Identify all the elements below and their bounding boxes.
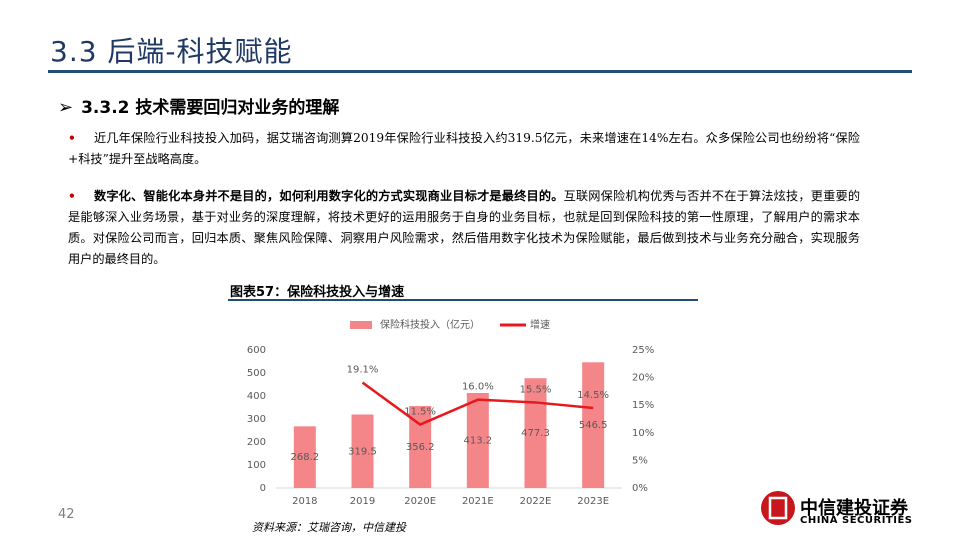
logo-emblem-inner (768, 496, 788, 520)
bar-value-label: 319.5 (348, 446, 377, 457)
bar-value-label: 546.5 (579, 420, 608, 431)
bar (409, 406, 432, 488)
line-value-label: 15.5% (520, 384, 552, 395)
y-tick-label: 400 (247, 391, 266, 402)
y2-tick-label: 20% (632, 373, 654, 384)
y2-tick-label: 10% (632, 428, 654, 439)
y-tick-label: 500 (247, 368, 266, 379)
bar (351, 414, 374, 488)
x-tick-label: 2021E (462, 496, 494, 507)
line (361, 381, 594, 426)
bar-value-label: 356.2 (406, 442, 435, 453)
page-number: 42 (58, 507, 75, 522)
chart-title-rule (228, 299, 698, 301)
y-tick-label: 0 (260, 483, 266, 494)
bar (582, 362, 605, 488)
x-tick-label: 2018 (292, 496, 317, 507)
legend-label: 增速 (530, 318, 550, 331)
legend-swatch (350, 321, 372, 329)
bullet-text: 近几年保险行业科技投入加码，据艾瑞咨询测算2019年保险行业科技投入约319.5… (68, 131, 860, 166)
y2-tick-label: 0% (632, 483, 648, 494)
y2-tick-label: 25% (632, 345, 654, 356)
y2-tick-label: 15% (632, 400, 654, 411)
line-value-label: 19.1% (347, 365, 379, 376)
bullet-bold: 数字化、智能化本身并不是目的，如何利用数字化的方式实现商业目标才是最终目的。 (93, 189, 564, 203)
legend-label: 保险科技投入（亿元） (380, 318, 480, 331)
x-tick-label: 2022E (520, 496, 552, 507)
bar (293, 426, 316, 488)
chart-title: 图表57：保险科技投入与增速 (230, 285, 405, 300)
x-tick-label: 2020E (404, 496, 436, 507)
bar (466, 392, 489, 488)
y-tick-label: 600 (247, 345, 266, 356)
logo-cn: 中信建投证券 (800, 498, 908, 519)
line-value-label: 14.5% (577, 390, 609, 401)
x-tick-label: 2023E (577, 496, 609, 507)
logo-en: CHINA SECURITIES (800, 515, 913, 526)
line-value-label: 16.0% (462, 382, 494, 393)
bar-value-label: 477.3 (521, 428, 550, 439)
subtitle: ➢ 3.3.2 技术需要回归对业务的理解 (58, 97, 340, 118)
y-tick-label: 200 (247, 437, 266, 448)
bullet: • 数字化、智能化本身并不是目的，如何利用数字化的方式实现商业目标才是最终目的。互… (68, 189, 861, 266)
bar (524, 378, 547, 488)
title-rule (48, 70, 912, 73)
source: 资料来源：艾瑞咨询，中信建投 (252, 521, 406, 534)
y2-tick-label: 5% (632, 455, 648, 466)
bullet-text: 互联网保险机构优秀与否并不在于算法炫技，更重要的是能够深入业务场景，基于对业务的… (68, 189, 861, 266)
x-tick-label: 2019 (350, 496, 375, 507)
subtitle-text: 3.3.2 技术需要回归对业务的理解 (81, 98, 340, 118)
line-value-label: 11.5% (404, 407, 436, 418)
y-tick-label: 100 (247, 460, 266, 471)
bar-value-label: 413.2 (464, 435, 493, 446)
y-tick-label: 300 (247, 414, 266, 425)
slide-title: 3.3 后端-科技赋能 (50, 35, 293, 68)
bar-value-label: 268.2 (291, 452, 320, 463)
bullet: • 近几年保险行业科技投入加码，据艾瑞咨询测算2019年保险行业科技投入约319.… (68, 131, 860, 166)
logo-emblem (761, 491, 795, 525)
